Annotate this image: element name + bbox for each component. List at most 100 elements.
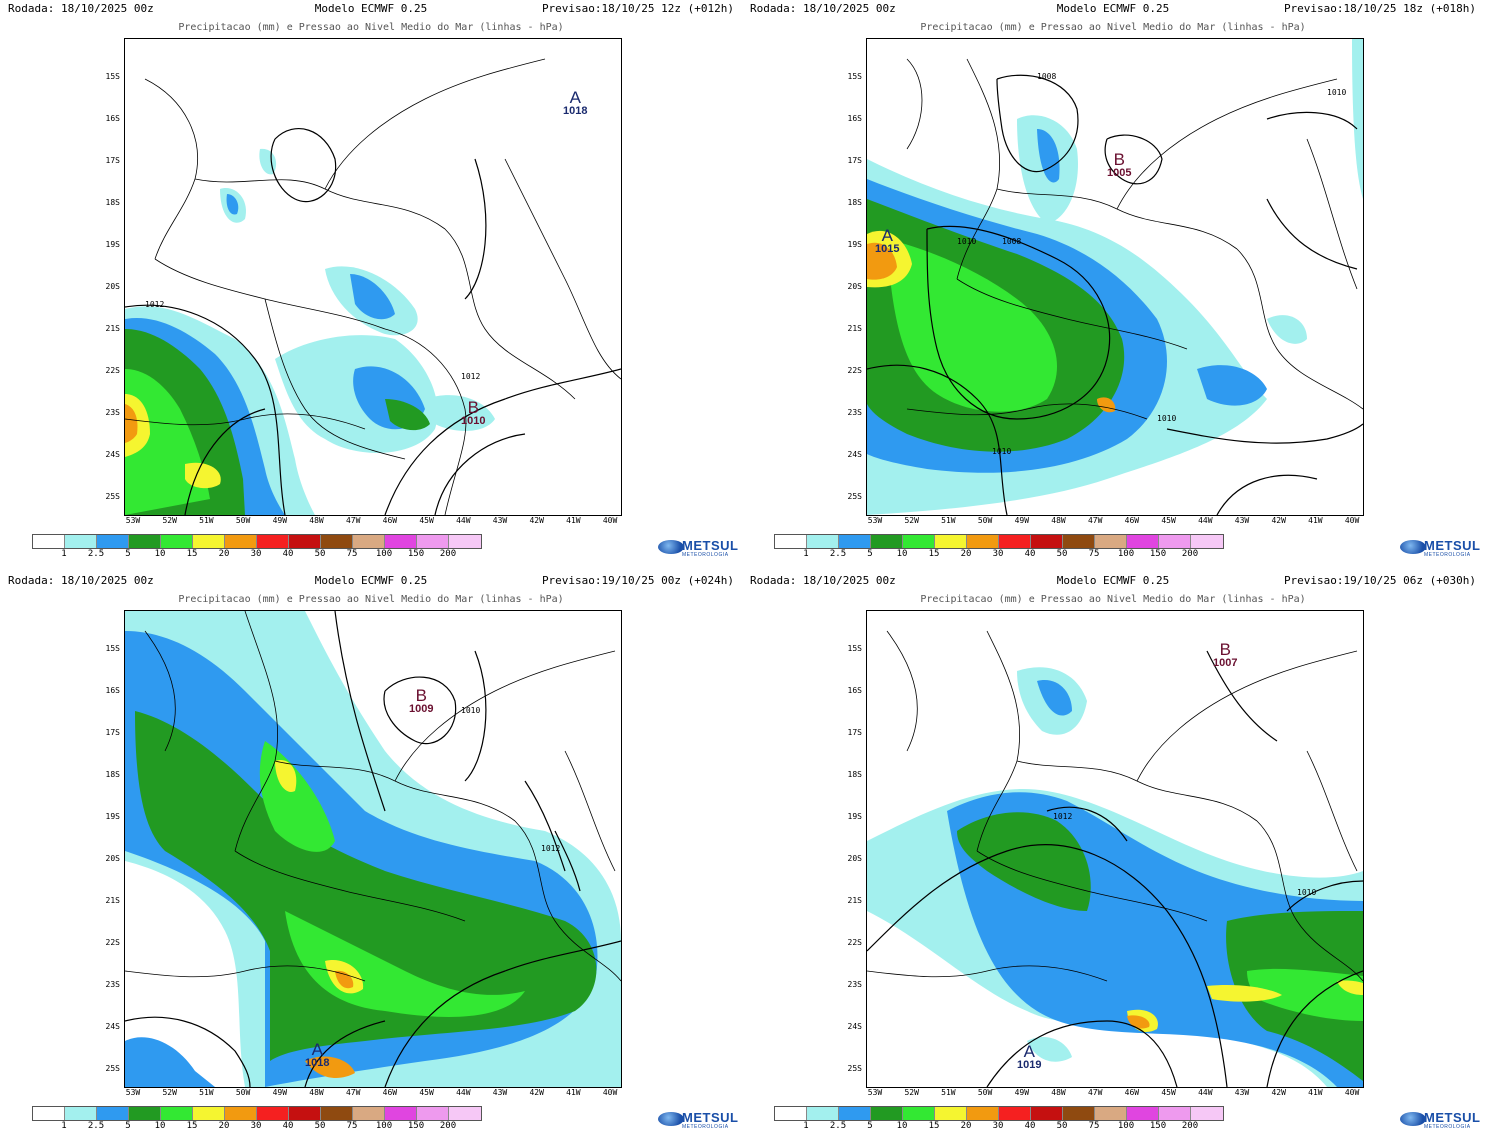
longitude-tick-label: 42W [1271,516,1286,525]
isobar-label: 1010 [1297,888,1316,897]
forecast-time-label: Previsao:19/10/25 06z (+030h) [1283,574,1476,587]
isobar-label: 1010 [1157,414,1176,423]
precip-shading [867,39,1363,515]
latitude-tick-label: 23S [105,980,120,989]
longitude-tick-label: 40W [1344,516,1360,525]
forecast-panel-3: Rodada: 18/10/2025 00z Modelo ECMWF 0.25… [0,572,742,1137]
longitude-tick-label: 53W [125,516,141,525]
isobars [125,611,621,1087]
longitude-tick-label: 52W [162,516,177,525]
colorbar-label: 30 [250,549,262,559]
latitude-tick-label: 17S [847,156,862,165]
longitude-tick-label: 42W [529,516,544,525]
longitude-tick-label: 41W [566,516,581,525]
colorbar-label: 15 [928,1121,940,1131]
precip-colorbar [32,534,482,549]
metsul-logo: METSUL METEOROLOGIA [652,1110,738,1130]
colorbar-label: 200 [1181,1121,1199,1131]
latitude-tick-label: 21S [847,324,862,333]
precipitation-map: 1012 1010 B 1007 A 1019 [866,610,1364,1088]
colorbar-swatch [1159,535,1191,548]
forecast-time-label: Previsao:18/10/25 12z (+012h) [541,2,734,15]
longitude-tick-label: 40W [602,1088,618,1097]
colorbar-label: 40 [1024,1121,1036,1131]
low-pressure-label: B 1009 [409,686,434,715]
longitude-tick-label: 45W [419,1088,434,1097]
colorbar-label: 5 [125,1121,131,1131]
precipitation-map: 1012 1012 A 1018 B 1010 [124,38,622,516]
precip-colorbar [32,1106,482,1121]
isobars [125,128,621,515]
latitude-tick-label: 24S [105,450,120,459]
longitude-tick-label: 50W [235,1088,251,1097]
longitude-tick-label: 52W [904,516,919,525]
colorbar-swatch [33,535,65,548]
isobar-label: 1012 [461,372,480,381]
colorbar-swatch [1095,535,1127,548]
colorbar-label: 15 [928,549,940,559]
colorbar-swatch [1127,1107,1159,1120]
colorbar-swatch [1031,1107,1063,1120]
longitude-tick-label: 43W [1234,516,1250,525]
colorbar-swatch [871,535,903,548]
colorbar-swatch [1095,1107,1127,1120]
longitude-tick-label: 50W [977,516,993,525]
latitude-tick-label: 15S [847,72,862,81]
latitude-tick-label: 24S [847,1022,862,1031]
colorbar-swatch [161,535,193,548]
precipitation-map: 1008 1010 1010 1008 1010 1010 B 1005 A 1… [866,38,1364,516]
colorbar-label: 75 [1088,549,1100,559]
colorbar-label: 10 [154,1121,166,1131]
colorbar-swatch [1127,535,1159,548]
isobar-label: 1008 [1037,72,1056,81]
colorbar-swatch [417,1107,449,1120]
precip-colorbar [774,1106,1224,1121]
colorbar-swatch [97,535,129,548]
latitude-tick-label: 25S [847,492,862,501]
colorbar-label: 50 [1056,549,1068,559]
colorbar-label: 100 [1117,1121,1135,1131]
longitude-tick-label: 49W [1014,516,1030,525]
latitude-tick-label: 25S [847,1064,862,1073]
colorbar-swatch [385,535,417,548]
globe-icon [658,1112,684,1126]
latitude-tick-label: 16S [847,114,862,123]
longitude-tick-label: 43W [492,1088,508,1097]
longitude-tick-label: 50W [977,1088,993,1097]
longitude-tick-label: 51W [199,1088,214,1097]
low-pressure-label: B 1005 [1107,150,1132,179]
map-subtitle: Precipitacao (mm) e Pressao ao Nivel Med… [920,22,1306,33]
colorbar-swatch [129,535,161,548]
longitude-tick-label: 41W [566,1088,581,1097]
longitude-tick-label: 45W [1161,1088,1176,1097]
run-label: Rodada: 18/10/2025 00z [8,574,154,587]
colorbar-label: 40 [1024,549,1036,559]
latitude-tick-label: 22S [105,938,120,947]
longitude-tick-label: 41W [1308,1088,1323,1097]
latitude-tick-label: 24S [847,450,862,459]
longitude-tick-label: 46W [1124,516,1140,525]
high-pressure-label: A 1019 [1017,1042,1042,1071]
isobar-label: 1012 [1053,812,1072,821]
colorbar-swatch [903,1107,935,1120]
state-borders [906,58,1363,420]
colorbar-swatch [449,535,481,548]
run-label: Rodada: 18/10/2025 00z [750,574,896,587]
latitude-tick-label: 15S [105,72,120,81]
longitude-tick-label: 47W [1087,1088,1103,1097]
longitude-tick-label: 49W [272,516,288,525]
globe-icon [1400,1112,1426,1126]
colorbar-swatch [1191,1107,1223,1120]
model-label: Modelo ECMWF 0.25 [1056,2,1170,15]
colorbar-swatch [161,1107,193,1120]
longitude-tick-label: 48W [1051,1088,1066,1097]
colorbar-swatch [775,1107,807,1120]
isobar-label: 1010 [957,237,976,246]
latitude-tick-label: 19S [105,240,120,249]
longitude-tick-label: 47W [345,516,361,525]
isobar-label: 1010 [1327,88,1346,97]
colorbar-swatch [289,1107,321,1120]
colorbar-label: 2.5 [829,1121,847,1131]
colorbar-label: 75 [346,549,358,559]
latitude-tick-label: 18S [105,770,120,779]
